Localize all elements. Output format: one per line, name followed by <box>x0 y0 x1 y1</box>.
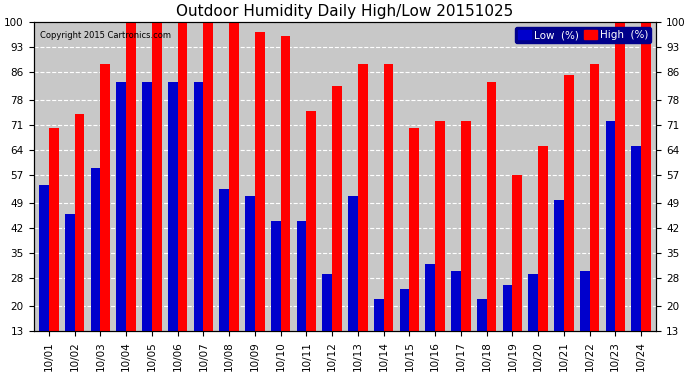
Bar <box>255 32 265 331</box>
Bar <box>606 122 615 331</box>
Bar <box>177 22 188 331</box>
Bar <box>168 82 177 331</box>
Bar <box>580 271 589 331</box>
Bar <box>348 196 358 331</box>
Bar <box>306 111 316 331</box>
Bar <box>245 196 255 331</box>
Bar <box>358 64 368 331</box>
Bar <box>384 64 393 331</box>
Bar <box>65 214 75 331</box>
Bar <box>409 129 419 331</box>
Bar <box>281 36 290 331</box>
Bar <box>529 274 538 331</box>
Bar <box>502 285 513 331</box>
Bar <box>400 288 409 331</box>
Bar <box>435 122 445 331</box>
Bar <box>461 122 471 331</box>
Bar <box>142 82 152 331</box>
Bar <box>486 82 496 331</box>
Bar <box>219 189 229 331</box>
Bar <box>641 22 651 331</box>
Bar <box>49 129 59 331</box>
Bar <box>554 200 564 331</box>
Bar <box>117 82 126 331</box>
Bar <box>75 114 84 331</box>
Text: Copyright 2015 Cartronics.com: Copyright 2015 Cartronics.com <box>40 31 170 40</box>
Bar <box>589 64 600 331</box>
Bar <box>229 22 239 331</box>
Bar <box>322 274 332 331</box>
Bar <box>615 22 625 331</box>
Bar <box>513 175 522 331</box>
Bar <box>332 86 342 331</box>
Bar <box>564 75 573 331</box>
Bar <box>204 22 213 331</box>
Bar <box>451 271 461 331</box>
Bar <box>101 64 110 331</box>
Legend: Low  (%), High  (%): Low (%), High (%) <box>515 27 651 43</box>
Bar <box>538 146 548 331</box>
Bar <box>126 22 136 331</box>
Bar <box>425 264 435 331</box>
Bar <box>271 221 281 331</box>
Bar <box>297 221 306 331</box>
Bar <box>39 185 49 331</box>
Bar <box>152 22 161 331</box>
Bar <box>477 299 486 331</box>
Bar <box>631 146 641 331</box>
Title: Outdoor Humidity Daily High/Low 20151025: Outdoor Humidity Daily High/Low 20151025 <box>177 4 513 19</box>
Bar <box>90 168 101 331</box>
Bar <box>194 82 204 331</box>
Bar <box>374 299 384 331</box>
